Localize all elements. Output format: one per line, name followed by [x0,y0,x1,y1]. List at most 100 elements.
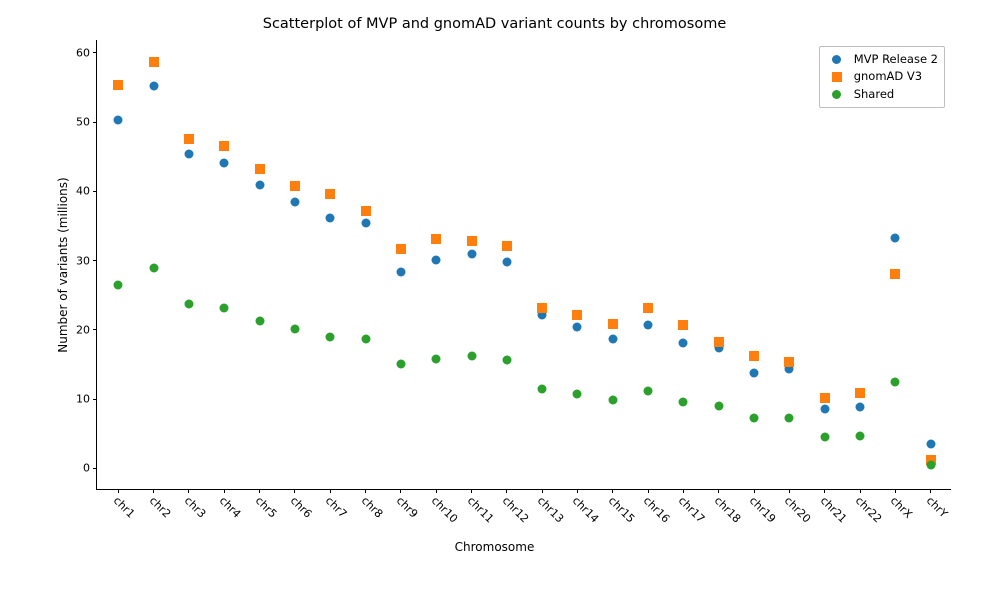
xtick-label: chr13 [535,494,566,525]
xtick-mark [789,489,790,493]
data-point [220,158,229,167]
square-icon [832,72,842,82]
ytick-label: 30 [76,254,97,267]
data-point [573,390,582,399]
data-point [856,431,865,440]
data-point [750,413,759,422]
data-point [325,189,335,199]
xtick-label: chr21 [818,494,849,525]
data-point [890,269,900,279]
data-point [255,164,265,174]
data-point [856,403,865,412]
data-point [644,387,653,396]
plot-area: MVP Release 2gnomAD V3Shared 01020304050… [96,40,951,490]
data-point [572,310,582,320]
data-point [290,197,299,206]
data-point [820,393,830,403]
xtick-label: chr4 [217,494,244,521]
legend-item: MVP Release 2 [826,51,938,68]
xtick-label: chr1 [111,494,138,521]
data-point [926,440,935,449]
ytick-label: 50 [76,116,97,129]
xtick-label: chr12 [500,494,531,525]
data-point [290,325,299,334]
ytick-label: 60 [76,46,97,59]
y-axis-label: Number of variants (millions) [56,115,70,415]
xtick-mark [930,489,931,493]
data-point [219,141,229,151]
data-point [114,116,123,125]
x-axis-label: Chromosome [0,540,989,554]
data-point [784,357,794,367]
ytick-label: 20 [76,323,97,336]
xtick-label: chr5 [252,494,279,521]
xtick-mark [259,489,260,493]
data-point [714,401,723,410]
data-point [537,303,547,313]
data-point [714,337,724,347]
data-point [679,338,688,347]
xtick-mark [118,489,119,493]
data-point [113,80,123,90]
data-point [184,300,193,309]
data-point [326,332,335,341]
data-point [149,57,159,67]
legend-swatch [826,88,848,100]
legend-item: gnomAD V3 [826,68,938,85]
legend-label: gnomAD V3 [854,68,922,85]
data-point [502,356,511,365]
data-point [644,320,653,329]
data-point [891,378,900,387]
data-point [184,149,193,158]
data-point [679,397,688,406]
xtick-label: chrX [888,494,915,521]
legend-item: Shared [826,86,938,103]
xtick-label: chr17 [676,494,707,525]
data-point [467,352,476,361]
xtick-mark [860,489,861,493]
data-point [149,264,158,273]
data-point [396,244,406,254]
data-point [467,236,477,246]
data-point [785,413,794,422]
data-point [820,405,829,414]
legend-label: Shared [854,86,895,103]
xtick-label: chr8 [358,494,385,521]
data-point [891,234,900,243]
data-point [326,214,335,223]
xtick-mark [330,489,331,493]
circle-icon [832,90,841,99]
data-point [749,351,759,361]
data-point [431,234,441,244]
xtick-label: chr14 [570,494,601,525]
xtick-mark [294,489,295,493]
xtick-label: chr19 [747,494,778,525]
ytick-label: 10 [76,393,97,406]
xtick-label: chr20 [782,494,813,525]
xtick-mark [895,489,896,493]
xtick-mark [683,489,684,493]
data-point [926,460,935,469]
xtick-label: chr2 [146,494,173,521]
data-point [361,219,370,228]
data-point [396,360,405,369]
ytick-label: 0 [83,462,97,475]
data-point [608,319,618,329]
data-point [432,354,441,363]
xtick-mark [188,489,189,493]
xtick-label: chr15 [606,494,637,525]
data-point [502,257,511,266]
data-point [467,250,476,259]
data-point [255,316,264,325]
data-point [149,82,158,91]
xtick-label: chr18 [712,494,743,525]
xtick-label: chr11 [464,494,495,525]
xtick-label: chrY [924,494,950,520]
xtick-label: chr16 [641,494,672,525]
xtick-mark [153,489,154,493]
xtick-mark [824,489,825,493]
xtick-label: chr3 [182,494,209,521]
data-point [220,304,229,313]
data-point [184,134,194,144]
data-point [820,433,829,442]
